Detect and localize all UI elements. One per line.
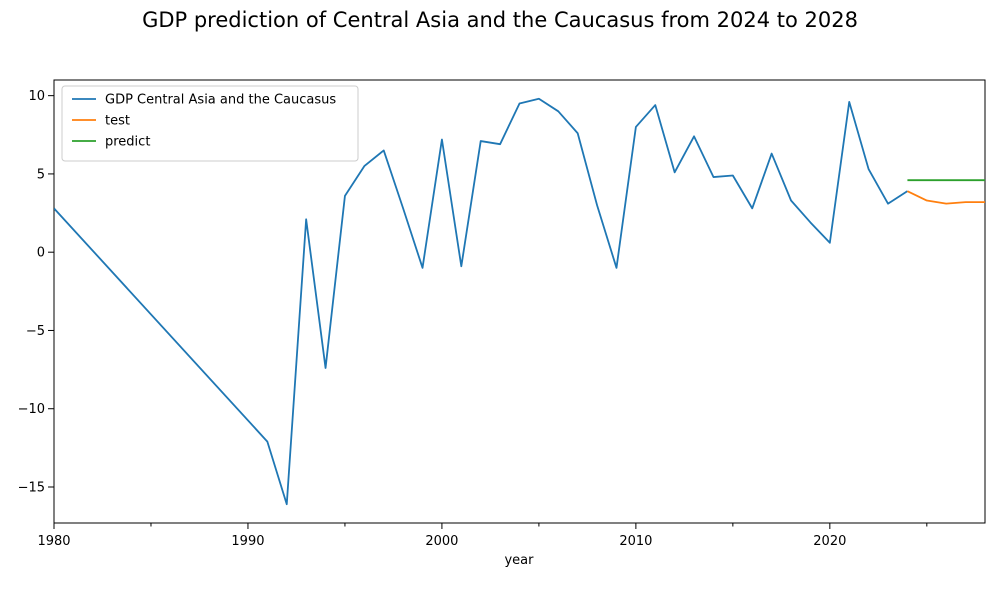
y-tick-label: 5 [37,167,45,182]
legend-box [61,85,359,162]
legend: GDP Central Asia and the Caucasus test pre… [61,85,359,162]
y-tick-label: −10 [18,402,45,417]
y-tick-label: 10 [28,89,45,104]
legend-label: predict [105,135,150,150]
plot-area [53,79,986,524]
y-tick-label: −15 [18,480,45,495]
y-tick-label: 0 [37,246,45,261]
series-line-test [907,190,985,205]
x-axis-label: year [504,553,534,568]
chart-title: GDP prediction of Central Asia and the C… [142,8,858,32]
x-tick-label: 2010 [619,534,652,549]
x-tick-label: 1980 [37,534,70,549]
series-line-gdp-central-asia-and-the-caucasus [54,97,908,506]
x-tick-label: 2020 [813,534,846,549]
legend-label: GDP Central Asia and the Caucasus [105,93,336,108]
x-tick-label: 1990 [231,534,264,549]
legend-label: test [105,114,130,129]
x-tick-label: 2000 [425,534,458,549]
y-tick-label: −5 [26,324,45,339]
